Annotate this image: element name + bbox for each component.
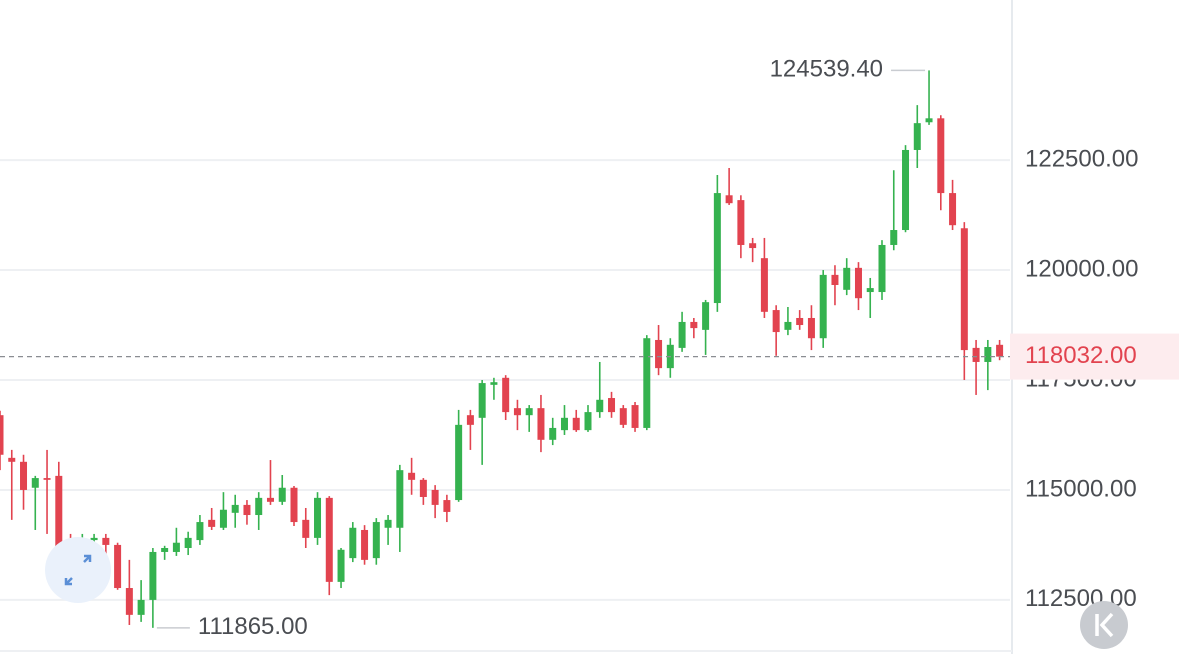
candle-body [643, 338, 651, 428]
candle-body [372, 522, 380, 559]
candle-body [314, 497, 322, 538]
candle-body [807, 317, 815, 339]
candle-body [702, 302, 710, 330]
candle-body [525, 408, 533, 416]
candle-body [760, 258, 768, 312]
candle-body [55, 475, 63, 565]
reset-button[interactable] [1080, 601, 1128, 649]
candle-body [255, 497, 263, 516]
candle-body [913, 123, 921, 150]
candle-body [549, 427, 557, 440]
last-price-box [1010, 333, 1179, 380]
candle-body [984, 347, 992, 362]
max-label: 124539.40 [770, 56, 883, 83]
candle-body [678, 321, 686, 348]
candle-body [772, 310, 780, 333]
candle-body [408, 472, 416, 480]
candle-body [302, 519, 310, 538]
candle-body [725, 195, 733, 204]
candle-body [466, 415, 474, 425]
candle-body [31, 478, 39, 488]
y-tick-label: 120000.00 [1025, 255, 1138, 282]
candle-body [749, 243, 757, 249]
candle-body [455, 424, 463, 501]
candle-body [231, 504, 239, 513]
candle-body [490, 382, 498, 385]
candle-body [866, 288, 874, 293]
candle-body [972, 347, 980, 362]
candle-body [843, 267, 851, 290]
candle-body [619, 408, 627, 425]
candle-body [854, 267, 862, 299]
candle-body [655, 339, 663, 369]
grid [0, 159, 1010, 601]
candle-body [172, 542, 180, 552]
candle-body [90, 537, 98, 541]
candle-body [878, 244, 886, 293]
candle-body [819, 274, 827, 339]
candle-body [831, 274, 839, 285]
candle-body [713, 193, 721, 304]
candle-body [537, 408, 545, 440]
candle-body [925, 118, 933, 123]
candle-body [278, 487, 286, 502]
candle-body [125, 588, 133, 615]
candle-body [419, 479, 427, 497]
candle-body [431, 489, 439, 505]
candle-body [196, 522, 204, 541]
labels: 112500.00115000.00117500.00120000.001225… [0, 56, 1179, 640]
candle-body [243, 504, 251, 516]
candle-body [513, 408, 521, 416]
candle-body [349, 527, 357, 559]
expand-circle[interactable] [45, 537, 111, 603]
expand-icon[interactable] [64, 554, 92, 586]
candle-body [184, 537, 192, 549]
candle-body [384, 519, 392, 528]
last-price-label: 118032.00 [1025, 342, 1137, 369]
candle-body [502, 377, 510, 413]
candle-body [443, 500, 451, 512]
y-tick-label: 115000.00 [1025, 475, 1137, 502]
candle-body [608, 398, 616, 413]
candle-body [631, 405, 639, 428]
candle-body [902, 149, 910, 231]
candle-body [737, 200, 745, 245]
candle-body [114, 544, 122, 589]
candle-body [102, 537, 110, 545]
candle-body [784, 321, 792, 330]
min-label: 111865.00 [198, 613, 308, 640]
candle-body [996, 344, 1004, 357]
y-tick-label: 122500.00 [1025, 145, 1138, 172]
candle-body [137, 599, 145, 615]
candle-body [325, 497, 333, 582]
candle-body [796, 317, 804, 326]
candle-body [0, 415, 4, 455]
candle-body [960, 228, 968, 351]
candle-body [361, 529, 369, 560]
candle-body [20, 461, 28, 490]
candle-body [161, 548, 169, 552]
candle-body [584, 412, 592, 431]
candle-body [690, 321, 698, 329]
candle-body [290, 487, 298, 523]
candle-body [949, 193, 957, 226]
candle-body [337, 549, 345, 582]
expand-button[interactable] [45, 537, 111, 603]
candle-body [560, 417, 568, 431]
candle-body [208, 519, 216, 527]
candle-body [890, 230, 898, 245]
candle-body [219, 509, 227, 528]
candle-body [937, 118, 945, 194]
candle-body [266, 497, 274, 502]
reset-icon[interactable] [1095, 612, 1114, 638]
candle-body [396, 470, 404, 528]
candle-body [8, 457, 16, 462]
candle-body [596, 399, 604, 413]
candle-body [149, 551, 157, 600]
candle-body [43, 478, 51, 480]
candle-body [478, 383, 486, 418]
candle-body [572, 417, 580, 431]
